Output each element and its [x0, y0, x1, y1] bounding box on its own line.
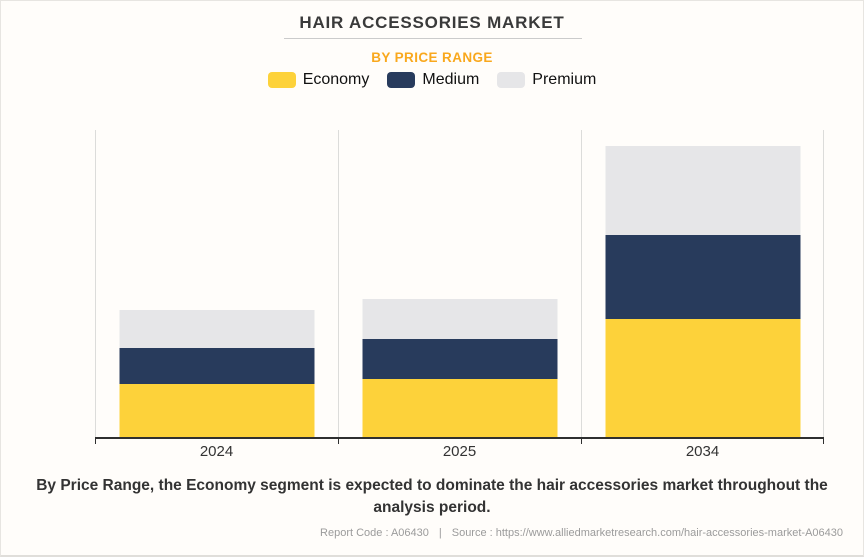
- bar-2024-economy-segment: [119, 384, 314, 438]
- bar-2024: [119, 310, 314, 438]
- legend-label: Medium: [422, 71, 480, 88]
- medium-swatch-icon: [387, 72, 416, 88]
- legend: Economy Medium Premium: [1, 71, 863, 89]
- bar-2034-medium-segment: [605, 235, 800, 320]
- axis-tick: [581, 438, 582, 444]
- gridline: [338, 130, 339, 438]
- chart-subtitle: BY PRICE RANGE: [371, 50, 493, 65]
- report-code: Report Code : A06430: [320, 527, 429, 539]
- bar-2025-premium-segment: [362, 298, 557, 339]
- legend-item-economy[interactable]: Economy: [267, 71, 370, 89]
- axis-tick: [823, 438, 824, 444]
- bar-2025: [362, 298, 557, 438]
- legend-label: Premium: [532, 71, 597, 88]
- bar-2024-medium-segment: [119, 348, 314, 385]
- bar-2025-economy-segment: [362, 378, 557, 438]
- x-tick-label-2034: 2034: [685, 443, 720, 460]
- legend-label: Economy: [302, 71, 370, 88]
- gridline: [823, 130, 824, 438]
- chart-footnote: By Price Range, the Economy segment is e…: [36, 477, 828, 516]
- bar-2034: [605, 146, 800, 438]
- x-axis-labels: 2024 2025 2034: [95, 443, 824, 460]
- title-divider: [284, 38, 582, 39]
- gridline: [581, 130, 582, 438]
- bar-2025-medium-segment: [362, 338, 557, 379]
- x-tick-label-2025: 2025: [442, 443, 477, 460]
- footer-separator: |: [438, 527, 442, 539]
- bar-2024-premium-segment: [119, 310, 314, 349]
- source-url: Source : https://www.alliedmarketresearc…: [451, 527, 843, 539]
- premium-swatch-icon: [497, 72, 526, 88]
- page-title: HAIR ACCESSORIES MARKET: [299, 13, 565, 32]
- plot-area: [95, 130, 824, 444]
- x-axis-line: [95, 437, 824, 439]
- legend-item-medium[interactable]: Medium: [387, 71, 479, 89]
- report-footer: Report Code : A06430 | Source : https://…: [320, 527, 843, 539]
- legend-item-premium[interactable]: Premium: [497, 71, 596, 89]
- economy-swatch-icon: [267, 72, 296, 88]
- axis-tick: [338, 438, 339, 444]
- gridline: [95, 130, 96, 438]
- axis-tick: [95, 438, 96, 444]
- x-tick-label-2024: 2024: [199, 443, 234, 460]
- bar-2034-premium-segment: [605, 146, 800, 236]
- bar-2034-economy-segment: [605, 319, 800, 438]
